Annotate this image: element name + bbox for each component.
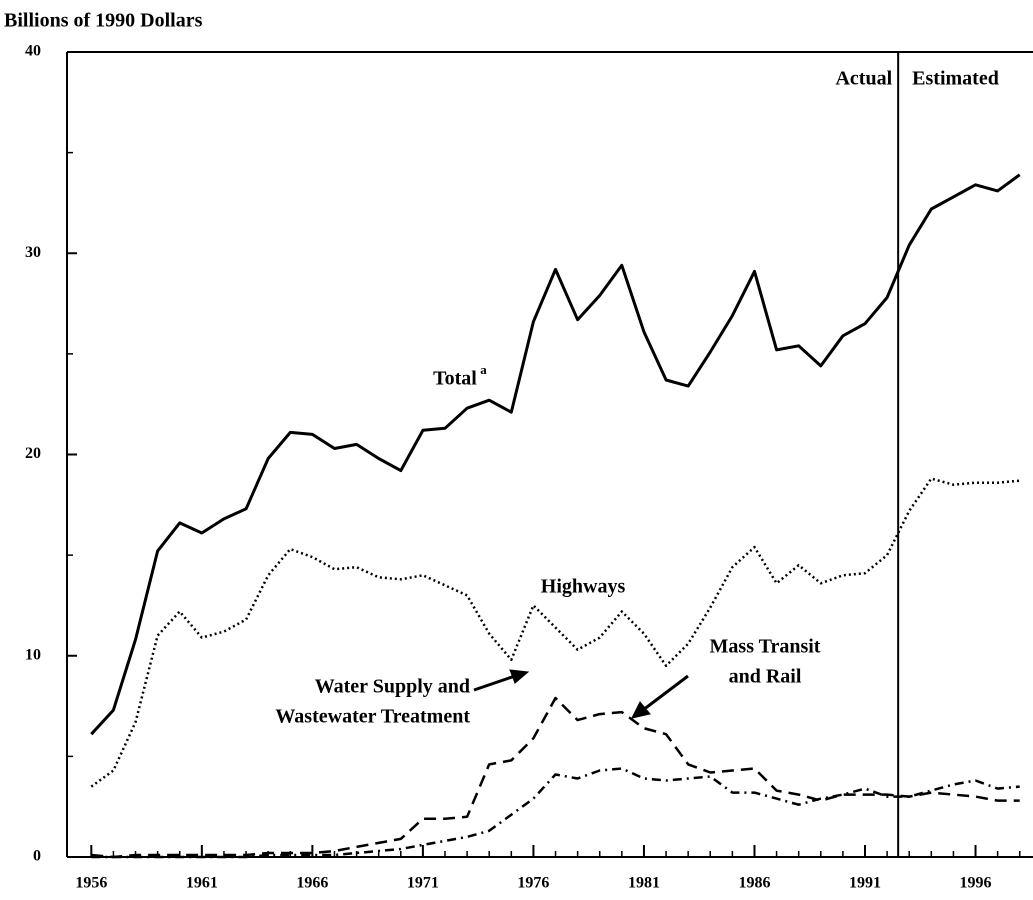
x-tick-label: 1976 <box>517 875 549 892</box>
y-tick-label: 30 <box>25 244 41 261</box>
series-line <box>91 696 1020 859</box>
series-label: and Rail <box>729 666 802 688</box>
arrow-water <box>473 674 516 692</box>
y-tick-label: 10 <box>25 646 41 663</box>
series-label-note: a <box>480 362 487 377</box>
x-tick-label: 1966 <box>296 875 328 892</box>
y-axis-title: Billions of 1990 Dollars <box>4 10 203 32</box>
series-line <box>90 477 1020 788</box>
x-tick-label: 1996 <box>960 875 992 892</box>
x-tick-label: 1986 <box>738 875 770 892</box>
x-tick-label: 1961 <box>186 875 218 892</box>
series-label: Water Supply and <box>315 676 470 698</box>
arrows <box>473 669 689 719</box>
x-tick-label: 1971 <box>407 875 439 892</box>
divider-left-label: Actual <box>835 68 892 90</box>
x-tick-label: 1981 <box>628 875 660 892</box>
y-tick-label: 0 <box>33 848 41 865</box>
series-label: Mass Transit <box>710 636 821 658</box>
arrowhead-water <box>509 669 530 684</box>
series-line <box>90 173 1021 736</box>
y-tick-label: 20 <box>25 445 41 462</box>
series-label: Wastewater Treatment <box>275 706 470 728</box>
divider-right-label: Estimated <box>912 68 999 90</box>
series-label: Highways <box>541 576 626 598</box>
arrow-transit <box>642 674 689 712</box>
x-tick-label: 1991 <box>849 875 881 892</box>
arrowhead-transit <box>631 701 651 719</box>
x-tick-label: 1956 <box>75 875 107 892</box>
y-tick-label: 40 <box>25 43 41 60</box>
series-label: Total <box>433 368 477 390</box>
series-line <box>91 767 1020 859</box>
